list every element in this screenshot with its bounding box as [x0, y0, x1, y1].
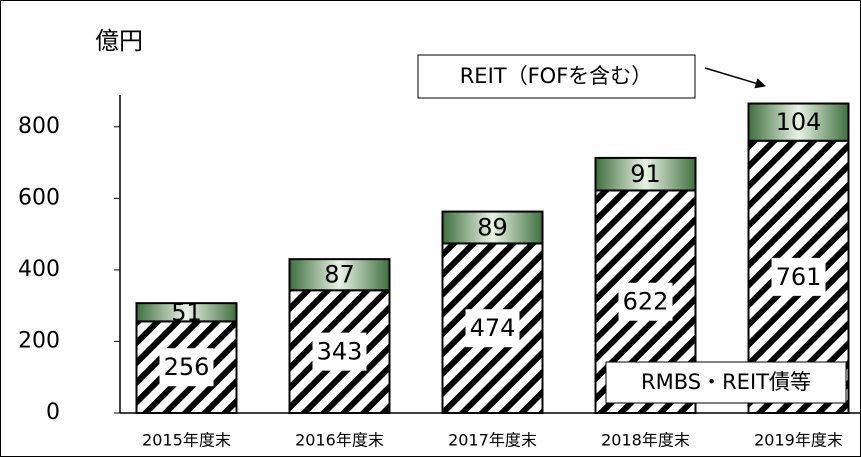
legend-label: REIT（FOFを含む）	[460, 64, 653, 88]
value-label: 89	[477, 213, 508, 241]
value-label-box	[159, 348, 214, 387]
value-label-box	[465, 309, 520, 348]
value-label: 622	[623, 288, 669, 316]
value-label: 91	[630, 160, 661, 188]
value-label: 343	[317, 338, 363, 366]
value-label-box	[771, 257, 826, 296]
value-label-box	[312, 332, 367, 371]
bar-segment	[747, 102, 850, 142]
x-tick-label: 2016年度末	[295, 431, 384, 450]
legend-box	[605, 361, 847, 404]
x-tick-label: 2015年度末	[142, 431, 231, 450]
x-tick-label: 2018年度末	[601, 431, 690, 450]
y-tick-label: 600	[18, 185, 60, 210]
legend-arrow	[704, 67, 767, 89]
legend-box	[417, 54, 696, 99]
x-tick-label: 2017年度末	[448, 431, 537, 450]
value-label: 761	[776, 263, 822, 291]
bar-segment	[441, 210, 544, 245]
value-label-box	[618, 282, 673, 321]
y-tick-label: 0	[46, 400, 60, 425]
bar-segment	[288, 258, 391, 292]
value-label: 474	[470, 314, 516, 342]
y-tick-label: 400	[18, 257, 60, 282]
value-label: 87	[324, 261, 355, 289]
value-label: 51	[171, 298, 202, 326]
bar-segment	[135, 302, 238, 323]
x-tick-label: 2019年度末	[754, 431, 843, 450]
value-label: 256	[164, 353, 210, 381]
value-label: 104	[776, 108, 822, 136]
unit-label: 億円	[95, 27, 143, 55]
bar-segment	[594, 156, 697, 192]
y-tick-label: 800	[18, 114, 60, 139]
legend-label: RMBS・REIT債等	[641, 370, 811, 394]
y-tick-label: 200	[18, 328, 60, 353]
